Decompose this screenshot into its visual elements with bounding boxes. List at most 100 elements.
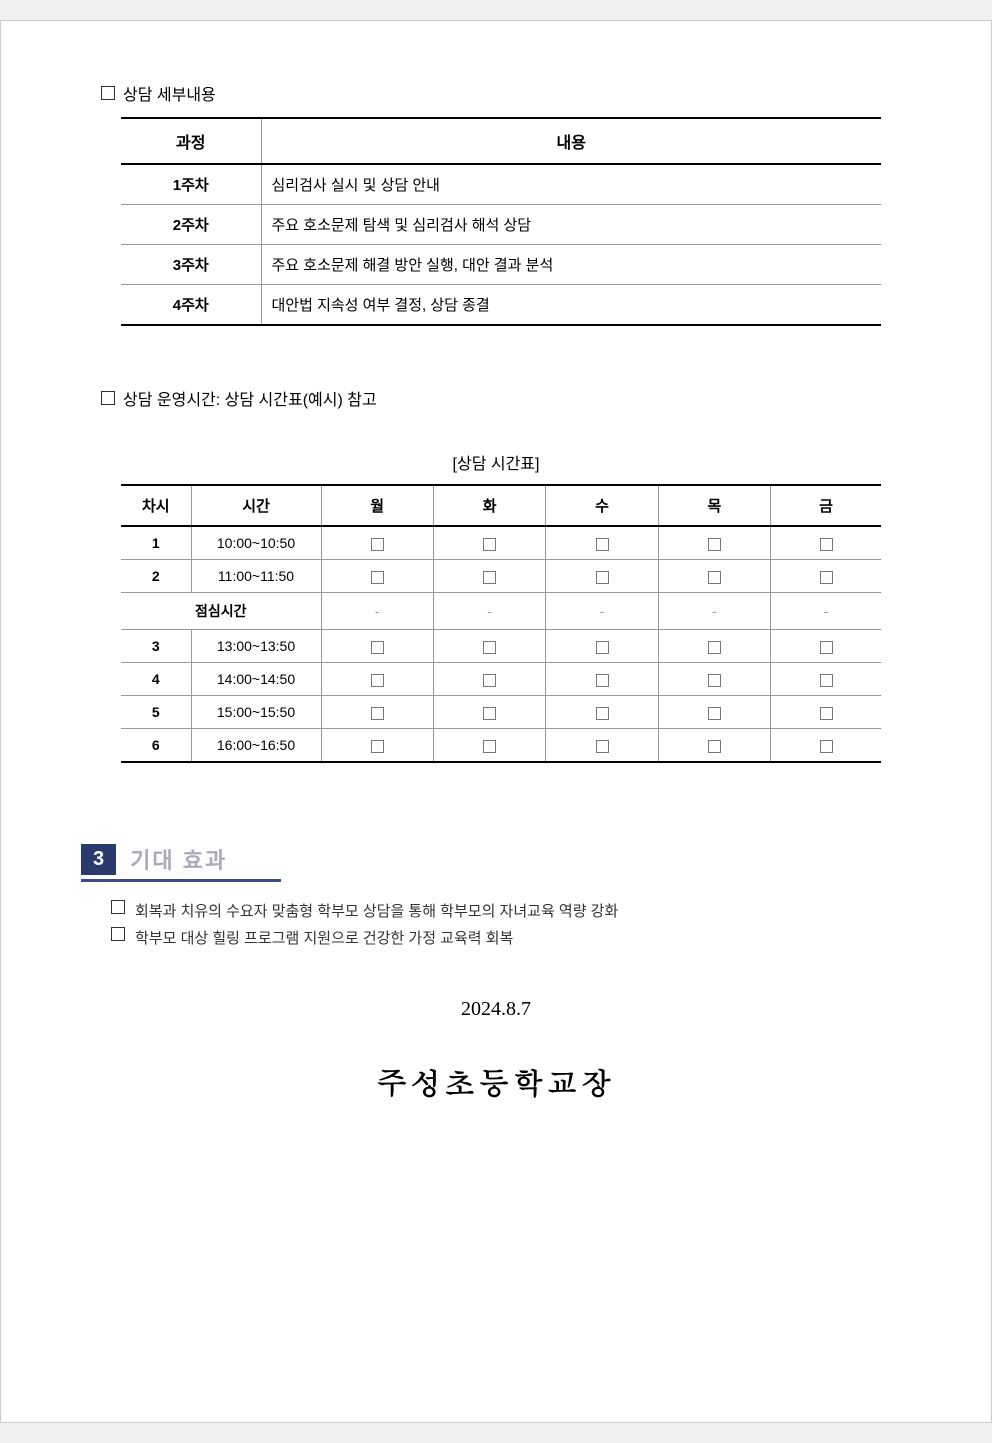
table-row: 110:00~10:50: [121, 526, 881, 560]
checkbox-cell: [658, 560, 770, 593]
checkbox-cell: [771, 526, 881, 560]
checkbox-icon[interactable]: [371, 674, 384, 687]
checkbox-cell: [771, 696, 881, 729]
checkbox-cell: [658, 729, 770, 763]
detail-content-cell: 주요 호소문제 해결 방안 실행, 대안 결과 분석: [261, 245, 881, 285]
checkbox-cell: [771, 560, 881, 593]
checkbox-icon[interactable]: [708, 740, 721, 753]
checkbox-cell: [771, 663, 881, 696]
checkbox-icon[interactable]: [708, 707, 721, 720]
schedule-header-time: 시간: [191, 485, 321, 526]
schedule-caption: [상담 시간표]: [81, 450, 911, 474]
lunch-dash-cell: -: [433, 593, 545, 630]
checkbox-cell: [321, 663, 433, 696]
section1-title: 상담 세부내용: [123, 81, 216, 105]
lunch-dash-cell: -: [546, 593, 658, 630]
checkbox-icon[interactable]: [820, 740, 833, 753]
detail-week-cell: 3주차: [121, 245, 261, 285]
time-cell: 16:00~16:50: [191, 729, 321, 763]
period-cell: 6: [121, 729, 191, 763]
section3-title: 기대 효과: [130, 843, 227, 875]
checkbox-icon[interactable]: [483, 740, 496, 753]
table-header-row: 과정 내용: [121, 118, 881, 164]
checkbox-icon[interactable]: [708, 538, 721, 551]
checkbox-icon[interactable]: [596, 538, 609, 551]
checkbox-marker-icon: [101, 391, 115, 405]
checkbox-icon[interactable]: [596, 674, 609, 687]
checkbox-cell: [321, 560, 433, 593]
section1-header: 상담 세부내용: [101, 81, 911, 105]
checkbox-cell: [658, 526, 770, 560]
table-row: 414:00~14:50: [121, 663, 881, 696]
checkbox-icon[interactable]: [371, 571, 384, 584]
detail-header-process: 과정: [121, 118, 261, 164]
table-row: 313:00~13:50: [121, 630, 881, 663]
checkbox-cell: [433, 560, 545, 593]
checkbox-cell: [771, 729, 881, 763]
checkbox-cell: [321, 696, 433, 729]
checkbox-cell: [546, 696, 658, 729]
checkbox-icon[interactable]: [596, 740, 609, 753]
detail-table: 과정 내용 1주차심리검사 실시 및 상담 안내2주차주요 호소문제 탐색 및 …: [121, 117, 881, 326]
checkbox-icon[interactable]: [820, 641, 833, 654]
checkbox-cell: [546, 630, 658, 663]
checkbox-icon[interactable]: [596, 571, 609, 584]
checkbox-icon[interactable]: [708, 571, 721, 584]
schedule-header-mon: 월: [321, 485, 433, 526]
checkbox-icon[interactable]: [371, 740, 384, 753]
table-row: 211:00~11:50: [121, 560, 881, 593]
checkbox-icon[interactable]: [820, 538, 833, 551]
checkbox-icon[interactable]: [596, 641, 609, 654]
section-number-badge: 3: [81, 844, 116, 875]
checkbox-icon[interactable]: [483, 707, 496, 720]
checkbox-cell: [658, 663, 770, 696]
checkbox-icon[interactable]: [708, 674, 721, 687]
checkbox-icon[interactable]: [596, 707, 609, 720]
time-cell: 10:00~10:50: [191, 526, 321, 560]
checkbox-icon[interactable]: [483, 571, 496, 584]
detail-week-cell: 4주차: [121, 285, 261, 326]
bullet-item: 학부모 대상 힐링 프로그램 지원으로 건강한 가정 교육력 회복: [111, 927, 911, 948]
checkbox-icon[interactable]: [371, 641, 384, 654]
detail-content-cell: 대안법 지속성 여부 결정, 상담 종결: [261, 285, 881, 326]
checkbox-cell: [433, 729, 545, 763]
checkbox-cell: [433, 696, 545, 729]
period-cell: 2: [121, 560, 191, 593]
date-text: 2024.8.7: [81, 998, 911, 1021]
checkbox-icon[interactable]: [371, 538, 384, 551]
schedule-header-fri: 금: [771, 485, 881, 526]
detail-header-content: 내용: [261, 118, 881, 164]
checkbox-icon[interactable]: [483, 641, 496, 654]
period-cell: 4: [121, 663, 191, 696]
lunch-dash-cell: -: [658, 593, 770, 630]
bullet-list: 회복과 치유의 수요자 맞춤형 학부모 상담을 통해 학부모의 자녀교육 역량 …: [111, 900, 911, 948]
table-row: 3주차주요 호소문제 해결 방안 실행, 대안 결과 분석: [121, 245, 881, 285]
checkbox-icon[interactable]: [483, 674, 496, 687]
time-cell: 11:00~11:50: [191, 560, 321, 593]
checkbox-marker-icon: [111, 900, 125, 914]
schedule-header-tue: 화: [433, 485, 545, 526]
schedule-table: 차시 시간 월 화 수 목 금 110:00~10:50211:00~11:50…: [121, 484, 881, 763]
detail-content-cell: 주요 호소문제 탐색 및 심리검사 해석 상담: [261, 205, 881, 245]
checkbox-icon[interactable]: [708, 641, 721, 654]
section2-title: 상담 운영시간: 상담 시간표(예시) 참고: [123, 386, 377, 410]
checkbox-marker-icon: [101, 86, 115, 100]
checkbox-icon[interactable]: [820, 707, 833, 720]
checkbox-icon[interactable]: [483, 538, 496, 551]
checkbox-cell: [546, 729, 658, 763]
checkbox-cell: [546, 526, 658, 560]
signature-text: 주성초등학교장: [81, 1061, 911, 1103]
checkbox-cell: [546, 663, 658, 696]
lunch-dash-cell: -: [771, 593, 881, 630]
bullet-item: 회복과 치유의 수요자 맞춤형 학부모 상담을 통해 학부모의 자녀교육 역량 …: [111, 900, 911, 921]
detail-content-cell: 심리검사 실시 및 상담 안내: [261, 164, 881, 205]
checkbox-cell: [321, 526, 433, 560]
time-cell: 15:00~15:50: [191, 696, 321, 729]
checkbox-cell: [433, 630, 545, 663]
checkbox-icon[interactable]: [371, 707, 384, 720]
checkbox-icon[interactable]: [820, 571, 833, 584]
checkbox-icon[interactable]: [820, 674, 833, 687]
table-row: 2주차주요 호소문제 탐색 및 심리검사 해석 상담: [121, 205, 881, 245]
period-cell: 5: [121, 696, 191, 729]
document-page: 상담 세부내용 과정 내용 1주차심리검사 실시 및 상담 안내2주차주요 호소…: [0, 20, 992, 1423]
